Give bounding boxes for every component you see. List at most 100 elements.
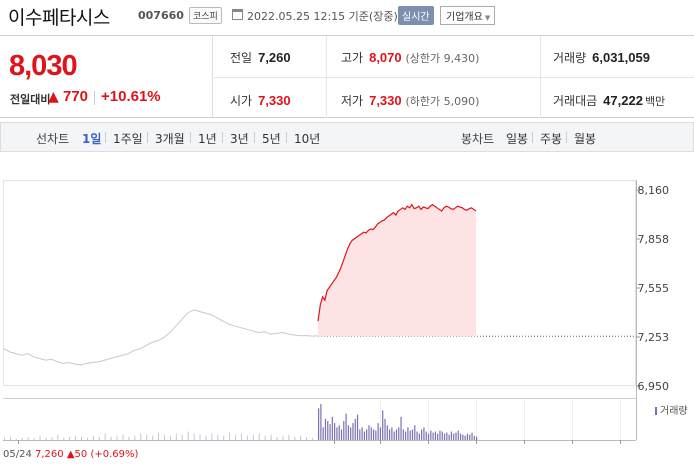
volume-bar	[264, 435, 266, 440]
volume-bar	[448, 434, 450, 440]
volume-bar	[240, 433, 242, 440]
prev-change-pct: (+0.69%)	[90, 449, 139, 460]
period-tab-3y[interactable]: 3년	[230, 132, 249, 146]
divider	[147, 132, 148, 143]
volume-bar	[235, 434, 237, 440]
amount-cell: 거래대금 47,222 백만	[553, 92, 665, 109]
volume-bar	[434, 431, 436, 440]
volume-value: 6,031,059	[592, 50, 650, 65]
volume-bar	[312, 437, 314, 440]
period-tab-1w[interactable]: 1주일	[113, 132, 143, 146]
high-value: 8,070	[369, 50, 402, 65]
volume-bar	[39, 435, 41, 440]
prev-day-summary: 05/24 7,260 ▲50 (+0.69%)	[3, 449, 138, 460]
low-cell: 저가 7,330 (하한가 5,090)	[341, 92, 479, 109]
volume-bar	[4, 437, 5, 440]
volume-bar	[140, 433, 142, 440]
open-cell: 시가 7,330	[230, 92, 291, 109]
company-overview-button[interactable]: 기업개요 ▼	[440, 6, 496, 25]
amount-label: 거래대금	[553, 94, 598, 108]
volume-bar	[329, 424, 331, 440]
volume-bar	[199, 434, 201, 440]
volume-bar	[363, 431, 365, 440]
volume-bar	[356, 414, 359, 440]
volume-bar	[395, 429, 398, 440]
volume-bar	[81, 436, 83, 440]
volume-bar	[33, 437, 35, 440]
candle-tab-day[interactable]: 일봉	[506, 132, 529, 146]
realtime-button[interactable]: 실시간	[398, 6, 434, 25]
volume-bar	[453, 433, 455, 440]
candle-chart-label: 봉차트	[461, 132, 495, 146]
volume-bar	[450, 431, 453, 440]
volume-bar	[446, 432, 448, 440]
volume-bar	[414, 425, 416, 440]
period-tab-10y[interactable]: 10년	[294, 132, 321, 146]
stock-code: 007660	[138, 9, 184, 22]
up-triangle-icon: ▲	[48, 89, 59, 105]
volume-bar	[423, 427, 425, 440]
x-tick-label: 10:00	[366, 448, 395, 449]
x-tick-label: 14:00	[558, 448, 587, 449]
line-chart-label: 선차트	[36, 132, 70, 146]
volume-bar	[347, 425, 349, 440]
volume-bar	[331, 416, 333, 440]
volume-bar	[466, 433, 469, 440]
volume-bar	[416, 431, 418, 440]
period-tab-1d[interactable]: 1일	[82, 132, 102, 146]
prev-change: 50	[74, 449, 88, 460]
volume-bar	[152, 435, 154, 440]
volume-bar	[366, 429, 368, 440]
volume-bar	[51, 436, 53, 440]
volume-bar	[386, 425, 388, 440]
period-tab-1y[interactable]: 1년	[198, 132, 217, 146]
volume-bar	[45, 437, 47, 440]
x-tick-label: 12:00	[462, 448, 491, 449]
volume-bar	[368, 425, 370, 440]
volume-bar	[229, 432, 231, 440]
volume-bar	[391, 427, 393, 440]
divider	[326, 36, 327, 118]
y-tick-label: 7,858	[638, 233, 670, 246]
company-overview-label: 기업개요	[446, 12, 483, 23]
volume-bar	[425, 431, 427, 440]
divider	[222, 132, 223, 143]
change-percent: +10.61%	[101, 88, 161, 105]
volume-bar	[372, 429, 375, 440]
volume-bar	[193, 433, 195, 440]
volume-bar	[75, 435, 77, 440]
divider	[94, 91, 95, 105]
volume-bar	[57, 434, 59, 440]
volume-bar	[388, 429, 391, 440]
volume-bar	[86, 437, 88, 440]
divider	[214, 77, 694, 78]
volume-bar	[116, 435, 118, 440]
period-tab-5y[interactable]: 5년	[262, 132, 281, 146]
volume-bar	[384, 418, 386, 440]
volume-bar	[217, 434, 219, 440]
candle-tab-month[interactable]: 월봉	[574, 132, 597, 146]
volume-bar	[336, 427, 338, 440]
volume-bar	[464, 435, 466, 440]
amount-value: 47,222	[603, 93, 643, 108]
volume-bar	[205, 435, 207, 440]
volume-bar	[15, 438, 17, 440]
volume-bar	[306, 436, 308, 440]
volume-bar	[252, 434, 254, 440]
candle-tab-week[interactable]: 주봉	[540, 132, 563, 146]
volume-bar	[9, 436, 11, 440]
volume-bar	[110, 436, 112, 440]
volume-bar	[163, 434, 165, 440]
volume-bar	[398, 427, 400, 440]
volume-bar	[457, 430, 459, 440]
volume-bar	[294, 436, 296, 440]
x-tick-label: 11:00	[414, 448, 443, 449]
lower-limit: (하한가 5,090)	[405, 95, 480, 108]
divider	[286, 132, 287, 143]
volume-cell: 거래량 6,031,059	[553, 49, 650, 66]
period-tab-3m[interactable]: 3개월	[155, 132, 185, 146]
prev-close-label: 전일	[230, 51, 253, 65]
volume-bar	[246, 435, 248, 440]
calendar-icon	[232, 9, 243, 20]
